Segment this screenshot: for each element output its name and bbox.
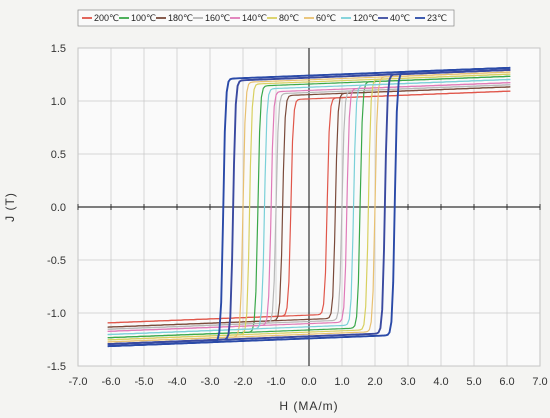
legend-label: 120℃ [353,13,378,23]
series-line-ascending [107,75,511,339]
x-tick-label: -2.0 [234,376,253,388]
series-line-ascending [107,78,511,336]
x-axis-title: H (MA/m) [279,399,338,413]
x-tick-label: 1.0 [334,376,349,388]
x-tick-label: -4.0 [168,376,187,388]
series-line-ascending [107,71,511,343]
x-tick-label: -6.0 [102,376,121,388]
x-tick-label: 4.0 [433,376,448,388]
y-axis-title: J (T) [3,192,17,222]
y-tick-label: 0.5 [51,149,66,161]
y-tick-label: -1.0 [47,308,66,320]
y-tick-label: 1.5 [51,43,66,55]
legend: 200℃ 100℃ 180℃ 160℃ 140℃ 80℃ 60℃ 120℃ 40℃ 23℃ [77,9,455,27]
y-tick-label: -0.5 [47,255,66,267]
legend-box [77,9,455,27]
legend-label: 40℃ [390,13,410,23]
series-line-ascending [107,66,511,348]
series-line-ascending [107,84,511,330]
x-tick-label: 3.0 [400,376,415,388]
series-line-ascending [107,68,511,346]
x-tick-label: 7.0 [532,376,547,388]
x-tick-label: -7.0 [69,376,88,388]
legend-label: 100℃ [131,13,156,23]
y-tick-label: 1.0 [51,96,66,108]
legend-label: 200℃ [94,13,119,23]
tick-labels: -7.0 -6.0 -5.0 -4.0 -3.0 -2.0 -1.0 0.0 1.0 2.0 3.0… [47,43,548,388]
x-tick-label: -1.0 [267,376,286,388]
legend-label: 160℃ [205,13,230,23]
y-tick-label: -1.5 [47,361,66,373]
series-line-ascending [107,82,511,332]
legend-label: 60℃ [316,13,336,23]
legend-label: 80℃ [279,13,299,23]
y-tick-label: 0.0 [51,202,66,214]
legend-label: 23℃ [427,13,447,23]
x-tick-label: 6.0 [499,376,514,388]
legend-label: 180℃ [168,13,193,23]
series-line-ascending [107,73,511,341]
x-tick-label: 0.0 [301,376,316,388]
x-tick-label: 5.0 [466,376,481,388]
x-tick-label: -5.0 [135,376,154,388]
x-tick-label: 2.0 [367,376,382,388]
series-line-ascending [107,86,511,328]
series-lines [107,66,511,348]
series-line-ascending [107,90,511,324]
x-tick-label: -3.0 [201,376,220,388]
legend-label: 140℃ [242,13,267,23]
